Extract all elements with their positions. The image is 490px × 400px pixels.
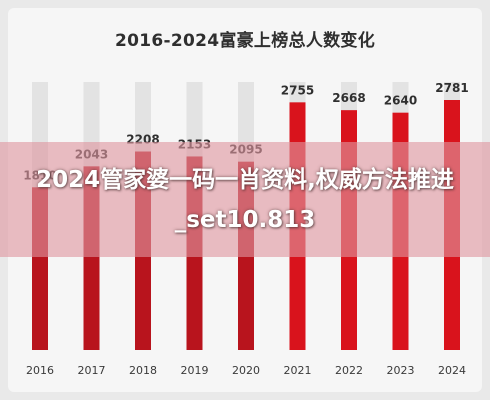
value-label-2024: 2781 <box>435 81 468 95</box>
chart-title: 2016-2024富豪上榜总人数变化 <box>114 31 376 51</box>
value-label-2023: 2640 <box>384 94 417 108</box>
x-tick-label-2023: 2023 <box>387 364 415 377</box>
value-label-2021: 2755 <box>281 83 314 97</box>
x-tick-label-2017: 2017 <box>78 364 106 377</box>
watermark-text: 2024管家婆一码一肖资料,权威方法推进_set10.813 <box>36 167 454 233</box>
x-tick-label-2021: 2021 <box>284 364 312 377</box>
watermark-band <box>0 142 490 257</box>
x-tick-label-2020: 2020 <box>232 364 260 377</box>
value-label-2022: 2668 <box>332 91 365 105</box>
x-tick-label-2016: 2016 <box>26 364 54 377</box>
x-tick-label-2024: 2024 <box>438 364 466 377</box>
x-tick-label-2018: 2018 <box>129 364 157 377</box>
x-tick-label-2022: 2022 <box>335 364 363 377</box>
x-tick-label-2019: 2019 <box>181 364 209 377</box>
